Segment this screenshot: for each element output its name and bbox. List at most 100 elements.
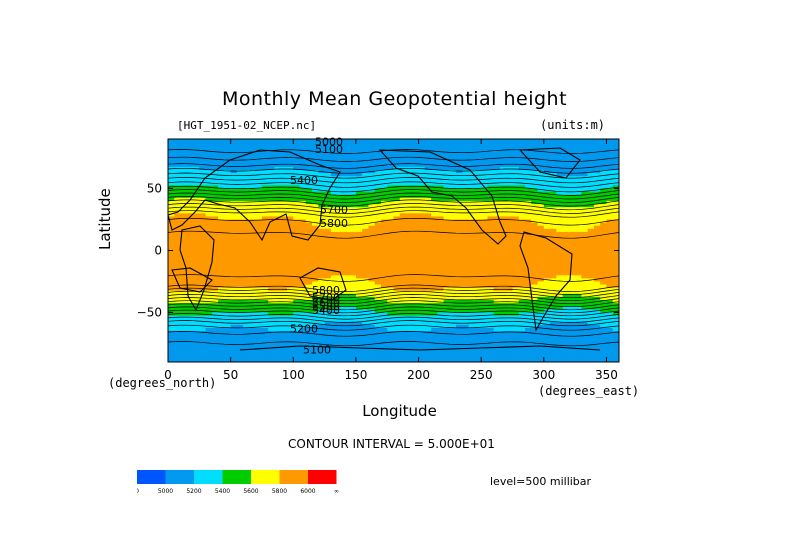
band-cell (243, 256, 251, 261)
band-cell (318, 154, 326, 159)
band-cell (406, 337, 413, 341)
band-cell (525, 200, 532, 205)
band-cell (449, 269, 457, 273)
band-cell (280, 324, 288, 329)
band-cell (349, 231, 357, 236)
band-cell (355, 272, 363, 276)
band-cell (211, 250, 219, 255)
band-cell (249, 188, 257, 193)
band-cell (193, 275, 200, 279)
band-cell (468, 340, 476, 345)
band-cell (349, 219, 357, 224)
band-cell (380, 253, 388, 258)
band-cell (243, 337, 251, 341)
band-cell (562, 315, 570, 320)
band-cell (218, 290, 225, 295)
band-cell (550, 244, 557, 249)
band-cell (343, 265, 351, 270)
band-cell (418, 358, 426, 362)
band-cell (487, 269, 495, 273)
band-cell (312, 151, 319, 156)
band-cell (224, 275, 232, 279)
band-cell (337, 303, 344, 307)
band-cell (268, 355, 276, 360)
band-cell (399, 247, 407, 252)
band-cell (168, 281, 175, 286)
band-cell (174, 337, 182, 341)
band-cell (437, 176, 445, 180)
band-cell (424, 358, 432, 362)
band-cell (412, 231, 420, 236)
band-cell (211, 241, 219, 245)
band-cell (581, 272, 589, 276)
band-cell (330, 194, 338, 199)
band-cell (211, 207, 219, 211)
band-cell (456, 176, 463, 180)
band-cell (406, 346, 413, 351)
band-cell (318, 228, 326, 233)
band-cell (568, 331, 576, 335)
band-cell (380, 191, 388, 196)
band-cell (193, 358, 200, 362)
band-cell (487, 238, 495, 242)
band-cell (374, 151, 382, 156)
band-cell (287, 244, 294, 249)
band-cell (568, 306, 576, 310)
band-cell (355, 241, 363, 245)
band-cell (487, 247, 495, 252)
band-cell (368, 200, 376, 205)
band-cell (355, 287, 363, 292)
band-cell (180, 154, 188, 159)
band-cell (474, 318, 482, 323)
band-cell (568, 296, 576, 301)
band-cell (380, 334, 388, 338)
band-cell (437, 216, 445, 221)
band-cell (249, 145, 257, 149)
band-cell (374, 300, 382, 304)
band-cell (443, 303, 451, 307)
band-cell (168, 194, 175, 199)
band-cell (512, 222, 520, 227)
band-cell (312, 259, 319, 264)
band-cell (255, 337, 263, 341)
band-cell (374, 145, 382, 149)
band-cell (418, 343, 426, 348)
band-cell (443, 358, 451, 362)
band-cell (424, 303, 432, 307)
band-cell (268, 358, 276, 362)
band-cell (550, 275, 557, 279)
band-cell (493, 238, 501, 242)
band-cell (493, 265, 501, 270)
band-cell (349, 256, 357, 261)
band-cell (199, 343, 207, 348)
band-cell (487, 139, 495, 143)
band-cell (193, 300, 200, 304)
band-cell (424, 343, 432, 348)
band-cell (174, 309, 182, 314)
band-cell (293, 331, 301, 335)
band-cell (468, 315, 476, 320)
band-cell (299, 349, 307, 354)
band-cell (550, 287, 557, 292)
band-cell (556, 331, 564, 335)
band-cell (406, 272, 413, 276)
band-cell (499, 154, 507, 159)
band-cell (525, 207, 532, 211)
band-cell (349, 139, 357, 143)
band-cell (424, 355, 432, 360)
band-cell (481, 228, 489, 233)
band-cell (456, 157, 463, 162)
band-cell (255, 160, 263, 165)
band-cell (581, 166, 589, 171)
band-cell (180, 312, 188, 317)
band-cell (406, 253, 413, 258)
band-cell (550, 250, 557, 255)
band-cell (274, 349, 282, 354)
band-cell (174, 352, 182, 357)
band-cell (418, 352, 426, 357)
band-cell (487, 334, 495, 338)
band-cell (312, 284, 319, 289)
band-cell (205, 278, 213, 283)
band-cell (337, 142, 344, 146)
band-cell (518, 188, 526, 193)
